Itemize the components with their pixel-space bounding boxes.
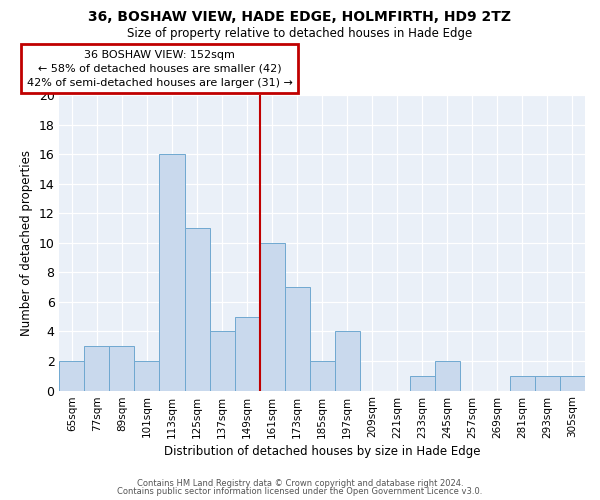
Text: 36 BOSHAW VIEW: 152sqm
← 58% of detached houses are smaller (42)
42% of semi-det: 36 BOSHAW VIEW: 152sqm ← 58% of detached… [26, 50, 292, 88]
Bar [185, 228, 209, 390]
Bar [510, 376, 535, 390]
Bar [535, 376, 560, 390]
Text: Contains HM Land Registry data © Crown copyright and database right 2024.: Contains HM Land Registry data © Crown c… [137, 478, 463, 488]
Bar [310, 361, 335, 390]
X-axis label: Distribution of detached houses by size in Hade Edge: Distribution of detached houses by size … [164, 444, 481, 458]
Bar [209, 332, 235, 390]
Bar [109, 346, 134, 391]
Text: Size of property relative to detached houses in Hade Edge: Size of property relative to detached ho… [127, 28, 473, 40]
Bar [235, 316, 260, 390]
Bar [85, 346, 109, 391]
Bar [410, 376, 435, 390]
Text: 36, BOSHAW VIEW, HADE EDGE, HOLMFIRTH, HD9 2TZ: 36, BOSHAW VIEW, HADE EDGE, HOLMFIRTH, H… [89, 10, 511, 24]
Y-axis label: Number of detached properties: Number of detached properties [20, 150, 33, 336]
Bar [59, 361, 85, 390]
Bar [560, 376, 585, 390]
Bar [160, 154, 185, 390]
Text: Contains public sector information licensed under the Open Government Licence v3: Contains public sector information licen… [118, 487, 482, 496]
Bar [284, 287, 310, 391]
Bar [435, 361, 460, 390]
Bar [335, 332, 360, 390]
Bar [134, 361, 160, 390]
Bar [260, 243, 284, 390]
